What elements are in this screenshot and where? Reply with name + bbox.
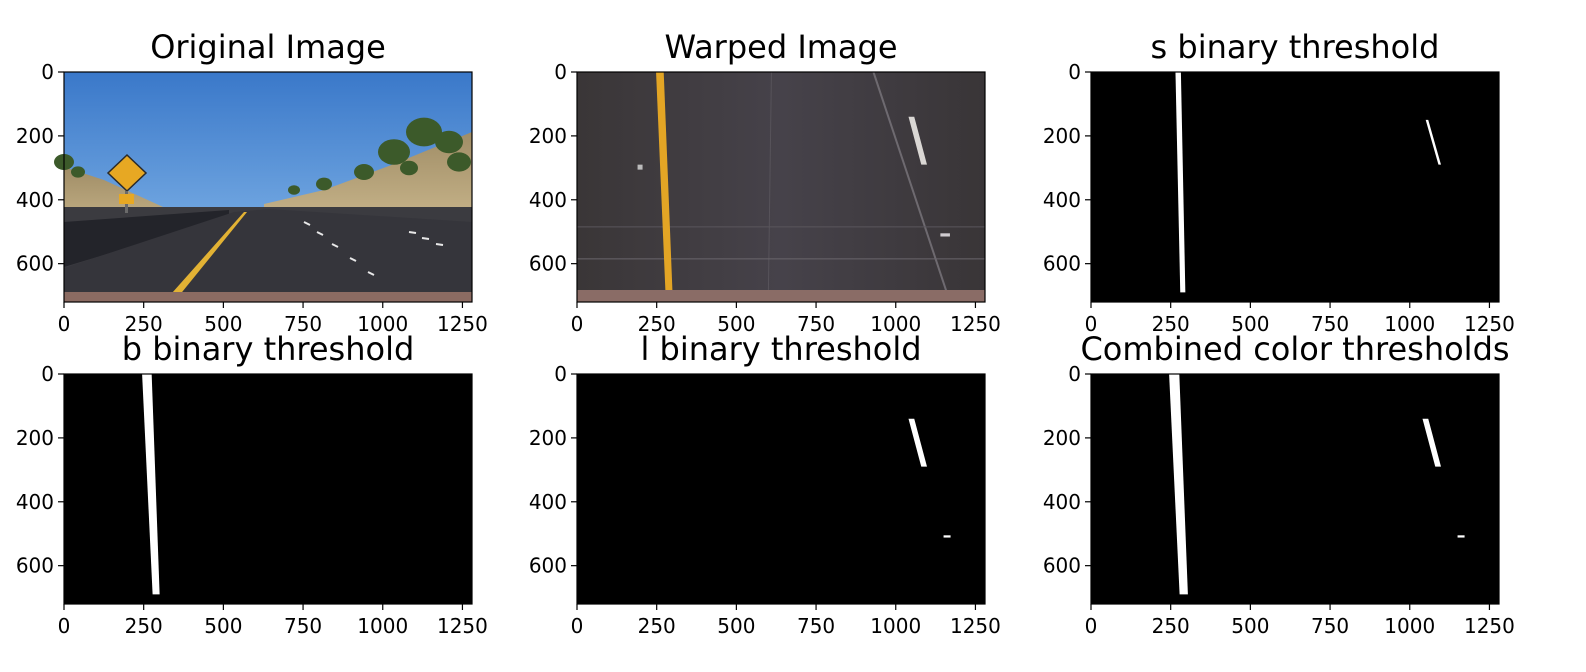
x-tick-label: 0	[1085, 614, 1098, 638]
y-tick-label: 200	[1043, 426, 1081, 450]
y-tick-label: 200	[1043, 124, 1081, 148]
x-tick-label: 1250	[950, 614, 1001, 638]
y-tick-label: 600	[529, 252, 567, 276]
y-tick-label: 0	[1068, 362, 1081, 386]
y-tick-label: 200	[16, 426, 54, 450]
x-tick-label: 1000	[870, 614, 921, 638]
x-tick-label: 250	[125, 312, 163, 336]
x-tick-label: 750	[284, 312, 322, 336]
lane-pixels	[1457, 535, 1465, 538]
y-tick-label: 0	[41, 60, 54, 84]
x-tick-label: 250	[1152, 312, 1190, 336]
x-tick-label: 250	[638, 614, 676, 638]
axes-frame	[1090, 71, 1500, 303]
y-tick-label: 200	[16, 124, 54, 148]
subplot-5: l binary threshold 0 250 500 750 1000 1250 0 200…	[529, 330, 1001, 638]
y-tick-label: 600	[529, 554, 567, 578]
y-tick-label: 200	[529, 124, 567, 148]
x-tick-label: 750	[1311, 312, 1349, 336]
lane-pixels	[943, 535, 951, 538]
x-tick-label: 1000	[1384, 312, 1435, 336]
subplot-2: Warped Image 0 250 500 750 1000 1250 0 200 400 600	[529, 28, 1001, 336]
y-tick-label: 0	[1068, 60, 1081, 84]
image-binary-mask	[577, 374, 985, 604]
subplot-title: Original Image	[150, 28, 386, 66]
x-tick-label: 0	[58, 614, 71, 638]
x-tick-label: 0	[571, 312, 584, 336]
x-tick-label: 0	[1085, 312, 1098, 336]
image-binary-mask	[1091, 374, 1499, 604]
subplot-title: s binary threshold	[1151, 28, 1440, 66]
y-tick-label: 200	[529, 426, 567, 450]
image-road-scene	[54, 72, 472, 302]
lane-pixels	[1175, 72, 1186, 293]
y-tick-label: 600	[16, 252, 54, 276]
axes-frame	[576, 373, 986, 605]
x-tick-label: 1250	[437, 312, 488, 336]
y-tick-label: 400	[529, 490, 567, 514]
y-tick-label: 0	[41, 362, 54, 386]
axes-frame	[63, 373, 473, 605]
x-tick-label: 500	[717, 614, 755, 638]
image-binary-mask	[1091, 72, 1499, 302]
y-tick-label: 600	[1043, 252, 1081, 276]
x-tick-label: 1250	[437, 614, 488, 638]
lane-pixels	[908, 418, 927, 467]
y-tick-label: 400	[529, 188, 567, 212]
lane-pixels	[142, 374, 160, 595]
x-tick-label: 750	[284, 614, 322, 638]
x-tick-label: 1000	[870, 312, 921, 336]
y-tick-label: 0	[554, 362, 567, 386]
y-tick-label: 600	[1043, 554, 1081, 578]
image-binary-mask	[64, 374, 472, 604]
y-tick-label: 600	[16, 554, 54, 578]
x-tick-label: 500	[204, 312, 242, 336]
subplot-3: s binary threshold 0 250 500 750 1000 1250 0 200…	[1043, 28, 1515, 336]
x-tick-label: 1000	[357, 312, 408, 336]
x-tick-label: 250	[638, 312, 676, 336]
lane-pixels	[1422, 418, 1441, 467]
axes-frame	[576, 71, 986, 303]
lane-pixels	[1169, 374, 1188, 595]
y-tick-label: 400	[1043, 490, 1081, 514]
axes-frame	[63, 71, 473, 303]
lane-pixels	[1425, 119, 1441, 165]
x-tick-label: 750	[797, 614, 835, 638]
x-tick-label: 1250	[950, 312, 1001, 336]
x-tick-label: 750	[797, 312, 835, 336]
x-tick-label: 250	[1152, 614, 1190, 638]
x-tick-label: 1000	[357, 614, 408, 638]
axes-frame	[1090, 373, 1500, 605]
x-tick-label: 500	[204, 614, 242, 638]
x-tick-label: 0	[58, 312, 71, 336]
subplot-4: b binary threshold 0 250 500 750 1000 1250 0 200…	[16, 330, 488, 638]
subplot-title: Warped Image	[664, 28, 897, 66]
x-tick-label: 500	[1231, 614, 1269, 638]
x-tick-label: 1250	[1464, 312, 1515, 336]
image-warped-road	[577, 71, 985, 303]
y-tick-label: 400	[16, 188, 54, 212]
y-tick-label: 400	[1043, 188, 1081, 212]
x-tick-label: 1250	[1464, 614, 1515, 638]
x-tick-label: 0	[571, 614, 584, 638]
subplot-title: l binary threshold	[640, 330, 921, 368]
x-tick-label: 500	[1231, 312, 1269, 336]
subplot-1: Original Image 0 250 500 750 1000 1250 0 200 400 6…	[16, 28, 488, 336]
subplot-title: b binary threshold	[122, 330, 415, 368]
x-tick-label: 750	[1311, 614, 1349, 638]
y-tick-label: 400	[16, 490, 54, 514]
x-tick-label: 250	[125, 614, 163, 638]
x-tick-label: 1000	[1384, 614, 1435, 638]
x-tick-label: 500	[717, 312, 755, 336]
y-tick-label: 0	[554, 60, 567, 84]
subplot-title: Combined color thresholds	[1080, 330, 1509, 368]
